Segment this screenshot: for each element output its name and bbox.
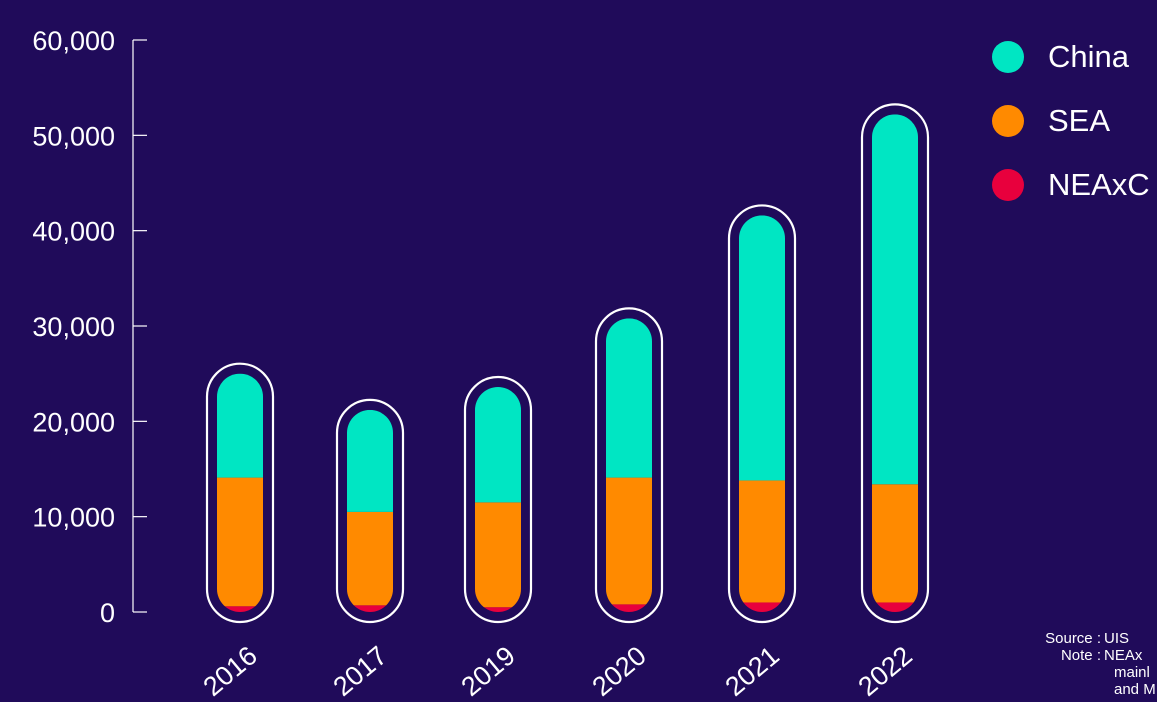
x-tick-label: 2017 bbox=[328, 640, 393, 702]
bars bbox=[205, 103, 930, 624]
y-axis: 0 10,000 20,000 30,000 40,000 50,000 60,000 bbox=[32, 26, 147, 628]
bar-segment-neaxc-2017 bbox=[347, 605, 393, 612]
legend-item-sea: SEA bbox=[992, 102, 1150, 140]
bar-2022 bbox=[860, 103, 930, 624]
note-label: Note : bbox=[1060, 647, 1101, 664]
legend-swatch-china bbox=[992, 41, 1024, 73]
bar-outline-2020 bbox=[594, 307, 664, 624]
bar-segment-sea-2021 bbox=[739, 480, 785, 603]
source-label: Source : bbox=[1045, 630, 1101, 647]
x-tick-label: 2016 bbox=[198, 640, 263, 702]
note-text-line3: and M bbox=[1114, 681, 1156, 698]
x-tick-label: 2022 bbox=[853, 640, 918, 702]
bar-segment-neaxc-2022 bbox=[872, 602, 918, 612]
bar-2021 bbox=[727, 204, 797, 624]
x-axis: 2016 2017 2019 2020 2021 2022 bbox=[198, 640, 918, 702]
bar-segment-china-2017 bbox=[347, 409, 393, 512]
bar-outline-2017 bbox=[335, 398, 405, 624]
bar-segment-neaxc-2019 bbox=[475, 607, 521, 612]
bar-segment-sea-2016 bbox=[217, 477, 263, 607]
bar-segment-neaxc-2020 bbox=[606, 604, 652, 612]
bar-segment-china-2022 bbox=[872, 114, 918, 485]
bar-segment-sea-2022 bbox=[872, 484, 918, 603]
bar-outline-2022 bbox=[860, 103, 930, 624]
y-tick-label: 10,000 bbox=[32, 503, 115, 533]
x-tick-label: 2021 bbox=[720, 640, 785, 702]
bar-segment-sea-2017 bbox=[347, 511, 393, 606]
bar-outline-2021 bbox=[727, 204, 797, 624]
legend-item-neaxc: NEAxC bbox=[992, 166, 1150, 204]
bar-2017 bbox=[335, 398, 405, 624]
note-text-line2: mainl bbox=[1114, 664, 1150, 681]
bar-segment-sea-2020 bbox=[606, 477, 652, 605]
x-tick-label: 2020 bbox=[587, 640, 652, 702]
legend-item-china: China bbox=[992, 38, 1150, 76]
x-tick-label: 2019 bbox=[456, 640, 521, 702]
y-tick-label: 40,000 bbox=[32, 217, 115, 247]
bar-outline-2019 bbox=[463, 375, 533, 624]
y-tick-label: 30,000 bbox=[32, 312, 115, 342]
bar-2019 bbox=[463, 375, 533, 624]
legend-label-sea: SEA bbox=[1048, 103, 1111, 138]
y-tick-label: 0 bbox=[100, 598, 115, 628]
bar-2020 bbox=[594, 307, 664, 624]
legend-swatch-sea bbox=[992, 105, 1024, 137]
y-tick-label: 20,000 bbox=[32, 407, 115, 437]
legend: China SEA NEAxC bbox=[992, 38, 1150, 230]
bar-segment-china-2016 bbox=[217, 373, 263, 478]
bar-outline-2016 bbox=[205, 362, 275, 624]
bar-segment-china-2020 bbox=[606, 318, 652, 478]
y-tick-label: 60,000 bbox=[32, 26, 115, 56]
note-line: Note : NEAx bbox=[1037, 647, 1156, 664]
y-tick-label: 50,000 bbox=[32, 121, 115, 151]
bar-segment-sea-2019 bbox=[475, 502, 521, 608]
bar-segment-china-2021 bbox=[739, 215, 785, 481]
bar-2016 bbox=[205, 362, 275, 624]
legend-label-china: China bbox=[1048, 39, 1129, 74]
footer-notes: Source : UIS Note : NEAx mainl and M bbox=[1037, 630, 1156, 698]
legend-swatch-neaxc bbox=[992, 169, 1024, 201]
bar-segment-neaxc-2016 bbox=[217, 606, 263, 612]
bar-segment-neaxc-2021 bbox=[739, 602, 785, 612]
bar-segment-china-2019 bbox=[475, 387, 521, 503]
note-text-line1: NEAx bbox=[1104, 647, 1143, 664]
legend-label-neaxc: NEAxC bbox=[1048, 167, 1150, 202]
source-line: Source : UIS bbox=[1037, 630, 1156, 647]
source-value: UIS bbox=[1104, 630, 1130, 647]
